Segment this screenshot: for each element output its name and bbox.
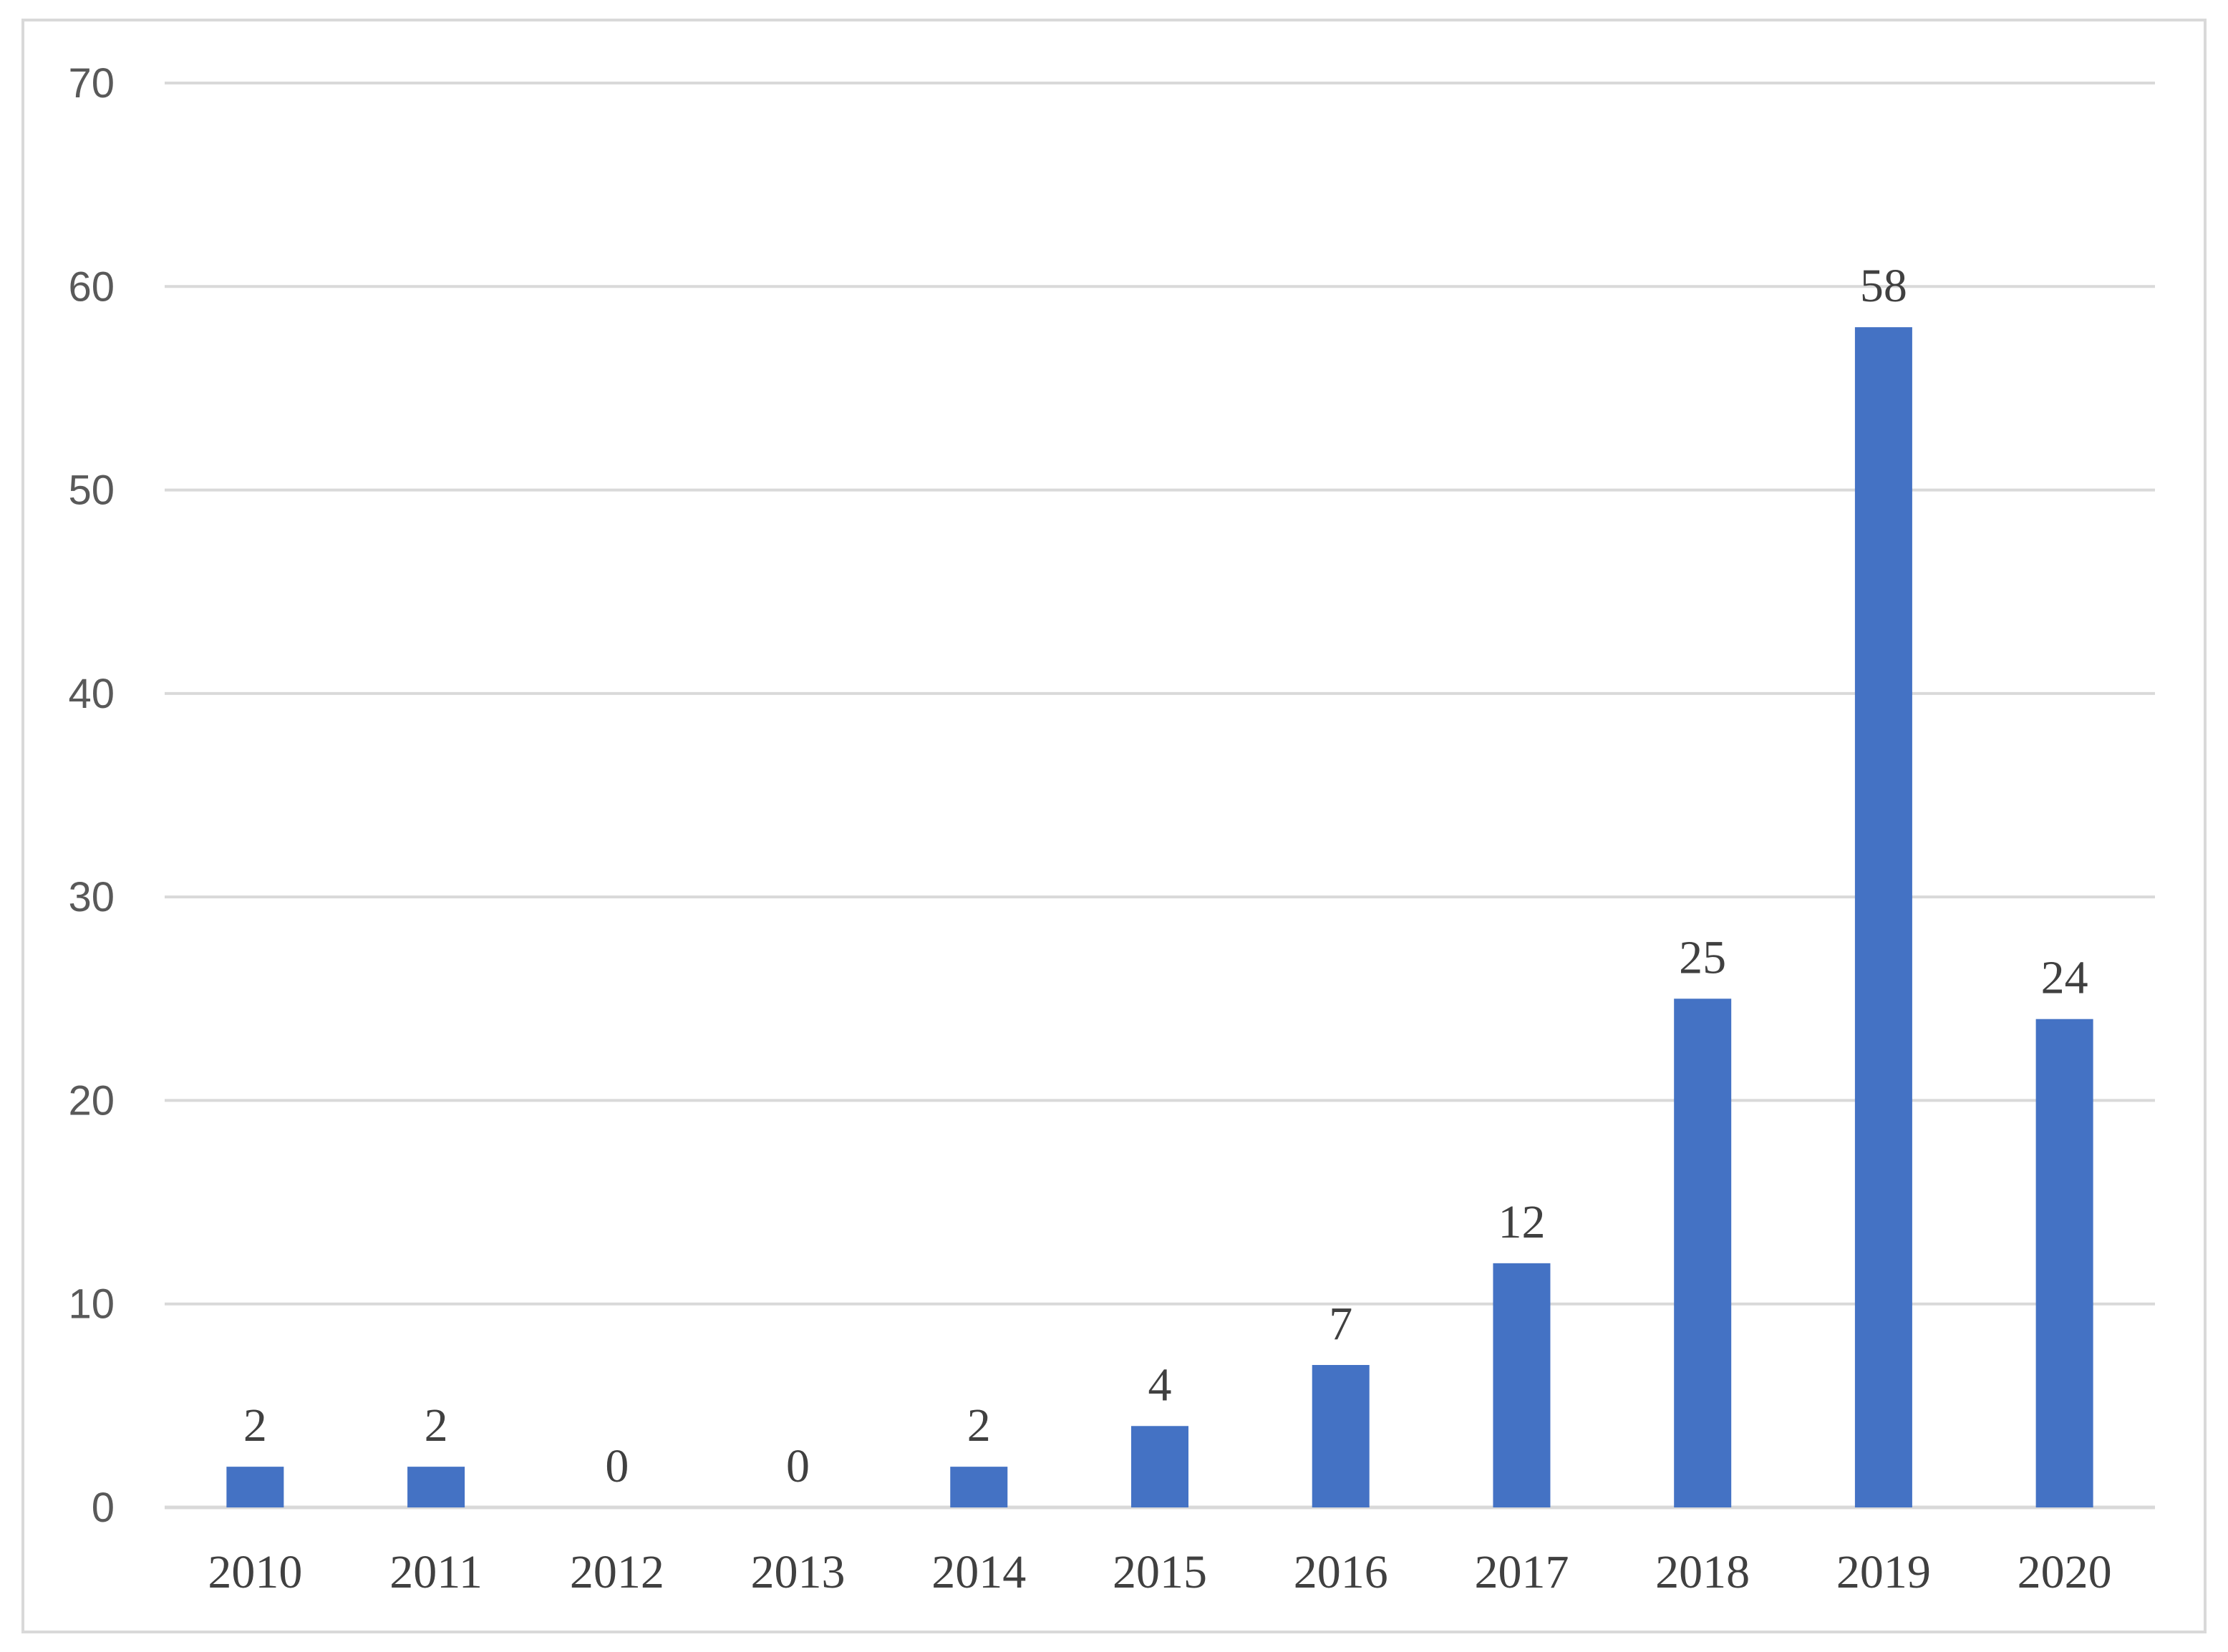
y-tick-label: 60 xyxy=(68,263,115,310)
y-tick-label: 20 xyxy=(68,1077,115,1124)
data-label-2011: 2 xyxy=(425,1399,448,1452)
x-tick-label-2012: 2012 xyxy=(570,1546,664,1598)
x-tick-label-2020: 2020 xyxy=(2018,1546,2112,1598)
y-tick-label: 70 xyxy=(68,60,115,107)
bar-2010 xyxy=(226,1467,284,1507)
data-label-2015: 4 xyxy=(1148,1359,1172,1411)
data-label-2012: 0 xyxy=(605,1440,629,1492)
bar-2019 xyxy=(1854,327,1912,1508)
bar-2016 xyxy=(1312,1365,1370,1507)
bar-2020 xyxy=(2035,1019,2093,1507)
bar-2014 xyxy=(950,1467,1008,1507)
bar-2017 xyxy=(1493,1263,1551,1507)
y-tick-label: 30 xyxy=(68,874,115,920)
data-label-2020: 24 xyxy=(2041,952,2088,1004)
data-label-2016: 7 xyxy=(1329,1298,1352,1350)
bars xyxy=(226,327,2093,1508)
x-tick-label-2017: 2017 xyxy=(1474,1546,1569,1598)
y-tick-label: 50 xyxy=(68,467,115,514)
x-tick-label-2018: 2018 xyxy=(1655,1546,1750,1598)
x-tick-label-2010: 2010 xyxy=(208,1546,302,1598)
bar-2011 xyxy=(407,1467,465,1507)
y-axis-ticks: 0 10 20 30 40 50 60 70 xyxy=(68,60,115,1531)
x-tick-label-2016: 2016 xyxy=(1294,1546,1388,1598)
gridlines xyxy=(165,82,2155,1510)
bar-2015 xyxy=(1131,1426,1188,1507)
x-tick-label-2014: 2014 xyxy=(931,1546,1026,1598)
data-label-2018: 25 xyxy=(1679,931,1726,983)
bar-2018 xyxy=(1674,999,1732,1507)
data-label-2017: 12 xyxy=(1498,1196,1545,1248)
data-label-2019: 58 xyxy=(1860,260,1907,312)
y-tick-label: 0 xyxy=(92,1485,115,1531)
x-tick-label-2015: 2015 xyxy=(1113,1546,1207,1598)
y-tick-label: 40 xyxy=(68,671,115,717)
data-label-2013: 0 xyxy=(786,1440,810,1492)
y-tick-label: 10 xyxy=(68,1281,115,1328)
x-axis-ticks: 2010 2011 2012 2013 2014 2015 2016 2017 2018 2019… xyxy=(208,1546,2111,1598)
data-label-2014: 2 xyxy=(967,1399,991,1452)
x-tick-label-2019: 2019 xyxy=(1836,1546,1931,1598)
x-tick-label-2013: 2013 xyxy=(751,1546,846,1598)
data-label-2010: 2 xyxy=(243,1399,267,1452)
x-tick-label-2011: 2011 xyxy=(389,1546,483,1598)
